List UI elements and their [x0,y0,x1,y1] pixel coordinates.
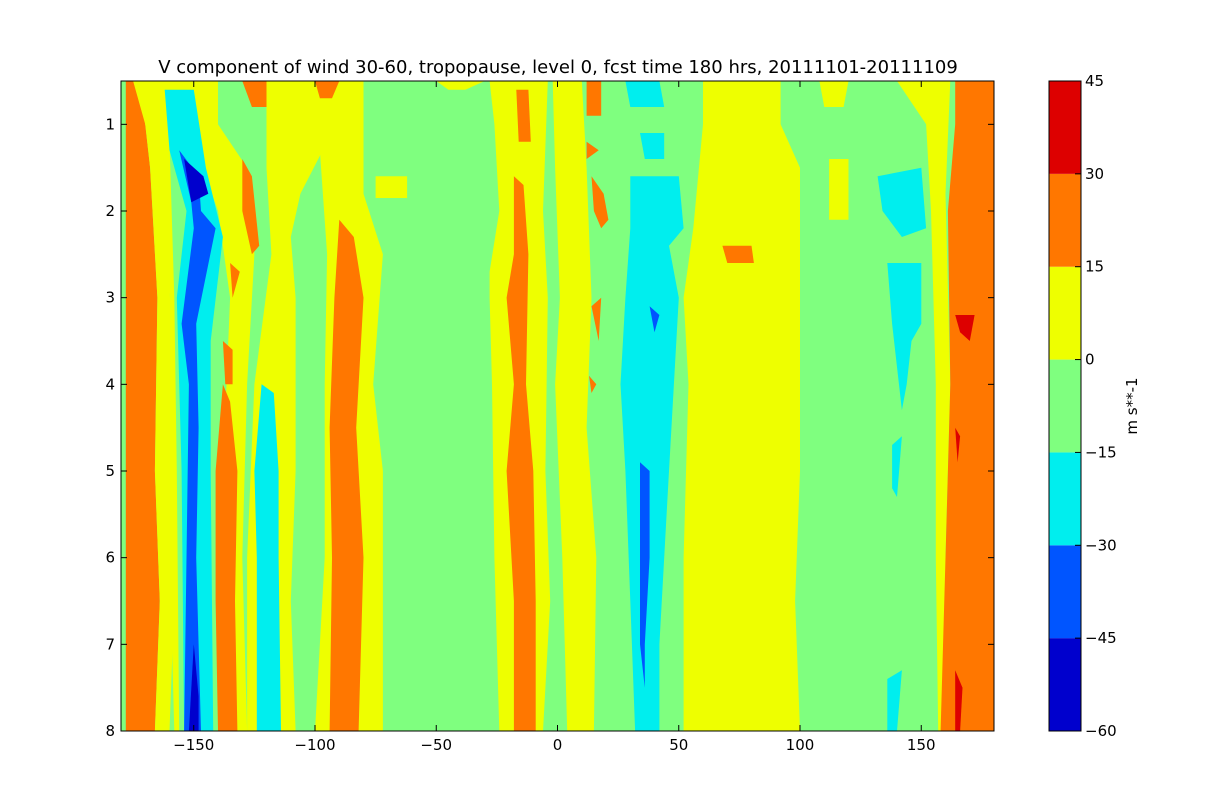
contour-band-orange-22 [516,89,531,142]
contour-band-red-46 [955,670,963,731]
colorbar-tick-label: −45 [1085,629,1117,647]
contour-band-cyan-41 [887,670,902,731]
contour-band-cyan-39 [887,263,922,411]
colorbar-swatch [1049,545,1081,639]
contour-band-darkblue-7 [184,159,209,203]
colorbar-swatch [1049,638,1081,731]
contour-band-orange-17 [315,81,340,99]
contour-band-orange-9 [222,341,233,385]
colorbar-swatch [1049,173,1081,267]
contour-band-orange-16 [329,219,364,731]
x-tick-label: 0 [553,736,563,754]
contour-band-orange-35 [722,245,754,263]
y-tick-label: 6 [105,549,115,567]
contour-band-orange-8 [215,384,238,731]
contour-band-red-45 [955,427,961,463]
colorbar-frame [1048,80,1082,732]
x-tick-label: −50 [420,736,452,754]
chart-title: V component of wind 30-60, tropopause, l… [158,57,958,78]
contour-band-blue-32 [640,462,650,688]
contour-band-yellow-19 [436,81,485,90]
contour-band-yellow-23 [552,81,597,731]
x-tick-label: 150 [907,736,936,754]
contour-band-orange-25 [591,176,609,229]
x-tick-label: −150 [173,736,214,754]
y-tick-label: 1 [105,115,115,133]
colorbar-tick-label: −30 [1085,536,1117,554]
colorbar-tick-label: 30 [1085,165,1104,183]
contour-band-cyan-14 [254,384,281,731]
colorbar-swatch [1049,359,1081,453]
contour-band-orange-21 [506,176,536,731]
contour-band-cyan-30 [640,133,665,159]
contour-band-orange-28 [589,375,597,393]
colorbar-tick-label: −15 [1085,443,1117,461]
colorbar-tick-label: 15 [1085,258,1104,276]
y-axis: 1 2 3 4 5 6 7 8 [105,115,994,740]
contour-band-orange-11 [230,263,240,298]
y-tick-label: 3 [105,289,115,307]
contour-band-darkblue-6 [188,644,199,731]
plot-area [120,80,995,732]
x-tick-label: 100 [786,736,815,754]
colorbar: −60 −45 −30 −15 0 15 30 45 m s**-1 [1048,72,1141,740]
contour-band-orange-10 [242,159,260,255]
contour-band-yellow-37 [829,159,849,220]
colorbar-label: m s**-1 [1123,377,1141,434]
colorbar-swatch [1049,452,1081,546]
contour-band-cyan-40 [892,436,902,497]
colorbar-tick-label: −60 [1085,722,1117,740]
contour-band-cyan-29 [625,81,665,107]
contour-band-orange-0 [125,81,160,731]
contour-band-orange-26 [591,297,602,341]
contour-band-yellow-34 [683,81,800,731]
contour-band-orange-43 [940,81,994,731]
contour-bands [125,81,994,731]
x-tick-label: 50 [669,736,688,754]
y-tick-label: 4 [105,375,115,393]
contour-band-blue-33 [649,306,660,333]
x-tick-label: −100 [294,736,335,754]
contour-band-blue-5 [179,150,216,731]
y-tick-label: 7 [105,635,115,653]
colorbar-swatch [1049,266,1081,360]
y-tick-label: 2 [105,202,115,220]
y-tick-label: 5 [105,462,115,480]
colorbar-swatch [1049,81,1081,174]
contour-band-red-44 [955,315,975,341]
contour-band-orange-24 [586,81,602,116]
contour-band-yellow-18 [375,176,408,198]
contour-band-cyan-31 [620,176,684,731]
colorbar-tick-label: 45 [1085,72,1104,90]
contour-band-orange-27 [586,141,599,159]
contour-band-cyan-38 [877,167,927,237]
contour-band-yellow-36 [819,81,849,107]
x-axis: −150 −100 −50 0 50 100 150 [173,81,936,754]
colorbar-tick-label: 0 [1085,351,1095,369]
contour-band-yellow-42 [897,81,951,731]
y-tick-label: 8 [105,722,115,740]
